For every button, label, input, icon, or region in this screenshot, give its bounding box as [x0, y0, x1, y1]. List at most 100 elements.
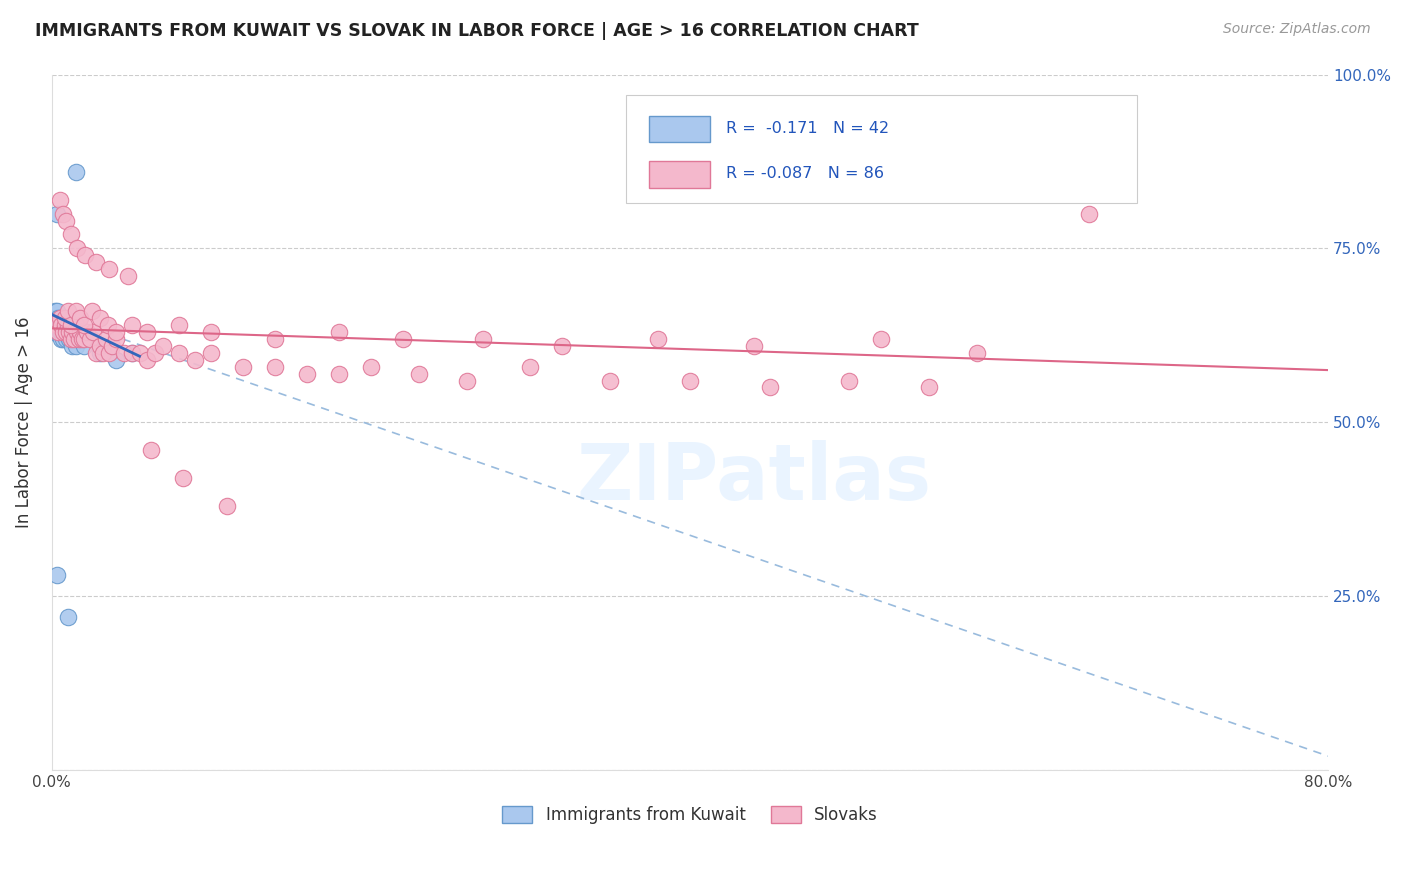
Point [136, 325, 159, 339]
Point [48, 318, 70, 332]
Point [519, 359, 541, 374]
Point [46, 325, 69, 339]
Point [98, 345, 121, 359]
Point [966, 345, 988, 359]
Point [48, 318, 70, 332]
Point [200, 325, 222, 339]
Point [679, 374, 702, 388]
Point [599, 374, 621, 388]
Point [86, 255, 108, 269]
FancyBboxPatch shape [650, 161, 710, 188]
Point [94, 332, 117, 346]
Point [48, 325, 70, 339]
Point [46, 310, 69, 325]
Point [742, 339, 765, 353]
Point [169, 345, 191, 359]
Point [264, 359, 287, 374]
Point [73, 318, 96, 332]
Point [48, 325, 70, 339]
Point [1077, 206, 1099, 220]
Point [145, 345, 167, 359]
Point [89, 310, 111, 325]
Point [295, 367, 318, 381]
Point [264, 332, 287, 346]
Point [51, 318, 73, 332]
Point [44, 318, 66, 332]
Point [172, 471, 194, 485]
Point [80, 304, 103, 318]
Point [80, 332, 103, 346]
Point [551, 339, 574, 353]
Point [56, 610, 79, 624]
Point [56, 325, 79, 339]
Point [55, 332, 77, 346]
Point [758, 380, 780, 394]
Point [51, 325, 73, 339]
Point [45, 310, 67, 325]
Point [51, 332, 73, 346]
Text: ZIPatlas: ZIPatlas [576, 440, 931, 516]
Point [117, 269, 139, 284]
Point [48, 193, 70, 207]
Point [53, 310, 76, 325]
Text: IMMIGRANTS FROM KUWAIT VS SLOVAK IN LABOR FORCE | AGE > 16 CORRELATION CHART: IMMIGRANTS FROM KUWAIT VS SLOVAK IN LABO… [35, 22, 920, 40]
Point [471, 332, 494, 346]
Point [52, 332, 75, 346]
Point [89, 345, 111, 359]
Point [76, 325, 98, 339]
Point [838, 374, 860, 388]
Point [456, 374, 478, 388]
Point [101, 339, 124, 353]
Point [44, 304, 66, 318]
Point [360, 359, 382, 374]
Point [75, 248, 97, 262]
Point [391, 332, 413, 346]
Point [59, 332, 82, 346]
Point [152, 339, 174, 353]
Point [79, 332, 101, 346]
Point [91, 345, 114, 359]
Point [328, 325, 350, 339]
Point [51, 318, 73, 332]
Point [89, 339, 111, 353]
Point [67, 332, 90, 346]
Point [52, 206, 75, 220]
Point [46, 325, 69, 339]
Point [56, 318, 79, 332]
Point [45, 325, 67, 339]
Point [66, 325, 89, 339]
Point [46, 318, 69, 332]
Point [45, 568, 67, 582]
Point [53, 318, 76, 332]
Point [63, 332, 86, 346]
Point [73, 332, 96, 346]
Point [69, 332, 91, 346]
Point [139, 443, 162, 458]
Point [45, 206, 67, 220]
Point [73, 339, 96, 353]
Text: R = -0.087   N = 86: R = -0.087 N = 86 [725, 167, 884, 181]
Point [647, 332, 669, 346]
Point [328, 367, 350, 381]
Point [98, 262, 121, 277]
Point [870, 332, 893, 346]
Point [121, 345, 143, 359]
Point [66, 241, 89, 255]
Point [169, 318, 191, 332]
Point [48, 310, 70, 325]
Point [217, 499, 239, 513]
Point [65, 165, 87, 179]
Point [45, 318, 67, 332]
Point [70, 332, 93, 346]
Point [97, 318, 120, 332]
Point [53, 318, 76, 332]
Point [232, 359, 254, 374]
Point [121, 345, 143, 359]
Point [45, 304, 67, 318]
Point [59, 332, 82, 346]
FancyBboxPatch shape [650, 116, 710, 142]
Point [184, 352, 207, 367]
Point [104, 332, 127, 346]
Point [56, 318, 79, 332]
Point [918, 380, 941, 394]
